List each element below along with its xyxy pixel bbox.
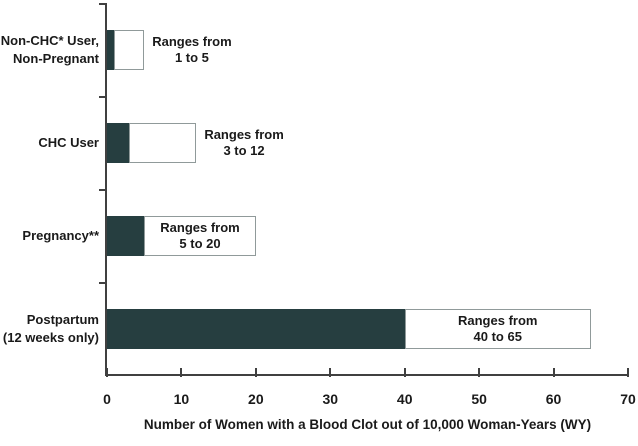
range-annotation-line: 3 to 12 <box>223 143 265 158</box>
bar-row: Ranges from 1 to 5 <box>107 30 628 70</box>
bar-row: Ranges from 5 to 20 <box>107 216 628 256</box>
x-axis-tick <box>329 368 332 377</box>
bar-range-segment <box>404 309 591 349</box>
x-axis-tick <box>403 368 406 377</box>
range-annotation-line: Ranges from <box>160 220 240 235</box>
y-axis-line <box>105 3 107 376</box>
y-axis-tick <box>99 282 105 284</box>
range-annotation-line: Ranges from <box>458 313 538 328</box>
x-tick-label: 60 <box>545 391 562 407</box>
y-axis-tick <box>99 189 105 191</box>
x-axis-line <box>105 374 629 376</box>
x-tick-label: 50 <box>471 391 487 407</box>
bar-low-segment <box>107 123 130 163</box>
y-axis-tick <box>99 3 105 5</box>
y-axis-tick <box>99 96 105 98</box>
x-axis-tick <box>254 368 257 377</box>
category-label-non-chc-user: Non-CHC* User, Non-Pregnant <box>0 30 99 70</box>
category-label-line: Pregnancy** <box>22 228 99 243</box>
x-axis-tick <box>106 368 108 377</box>
range-annotation-line: 5 to 20 <box>179 236 221 251</box>
x-tick-label: 40 <box>396 391 413 407</box>
range-annotation-line: Ranges from <box>152 34 232 49</box>
x-axis-tick <box>552 368 555 377</box>
x-tick-label: 10 <box>173 391 190 407</box>
bar-range-segment <box>129 123 197 163</box>
category-label-line: Non-CHC* User, <box>0 33 99 48</box>
category-label-line: Postpartum <box>26 312 99 327</box>
x-tick-label: 0 <box>103 391 111 407</box>
bar-range-segment <box>144 216 256 256</box>
range-annotation-line: 40 to 65 <box>473 329 522 344</box>
x-axis-title: Number of Women with a Blood Clot out of… <box>143 417 592 432</box>
bar-low-segment <box>107 216 145 256</box>
category-label-line: Non-Pregnant <box>13 51 99 66</box>
range-annotation-line: 1 to 5 <box>174 50 209 65</box>
bar-low-segment <box>107 30 115 70</box>
range-annotation: Ranges from 5 to 20 <box>144 216 256 256</box>
range-annotation: Ranges from 40 to 65 <box>405 309 591 349</box>
bar-row: Ranges from 40 to 65 <box>107 309 628 349</box>
category-label-line: CHC User <box>38 135 99 150</box>
category-label-chc-user: CHC User <box>0 123 99 163</box>
x-axis-tick <box>180 368 183 377</box>
range-annotation-line: Ranges from <box>204 127 284 142</box>
x-tick-label: 20 <box>248 391 264 407</box>
range-annotation: Ranges from 1 to 5 <box>152 30 231 70</box>
bar-row: Ranges from 3 to 12 <box>107 123 628 163</box>
bar-low-segment <box>107 309 405 349</box>
category-label-postpartum: Postpartum (12 weeks only) <box>0 309 99 349</box>
bar-range-segment <box>114 30 145 70</box>
x-tick-label: 70 <box>620 391 636 407</box>
x-tick-label: 30 <box>322 391 339 407</box>
range-annotation: Ranges from 3 to 12 <box>204 123 283 163</box>
x-axis-tick <box>627 368 629 377</box>
category-label-line: (12 weeks only) <box>2 330 99 345</box>
category-label-pregnancy: Pregnancy** <box>0 216 99 256</box>
x-axis-tick <box>478 368 481 377</box>
